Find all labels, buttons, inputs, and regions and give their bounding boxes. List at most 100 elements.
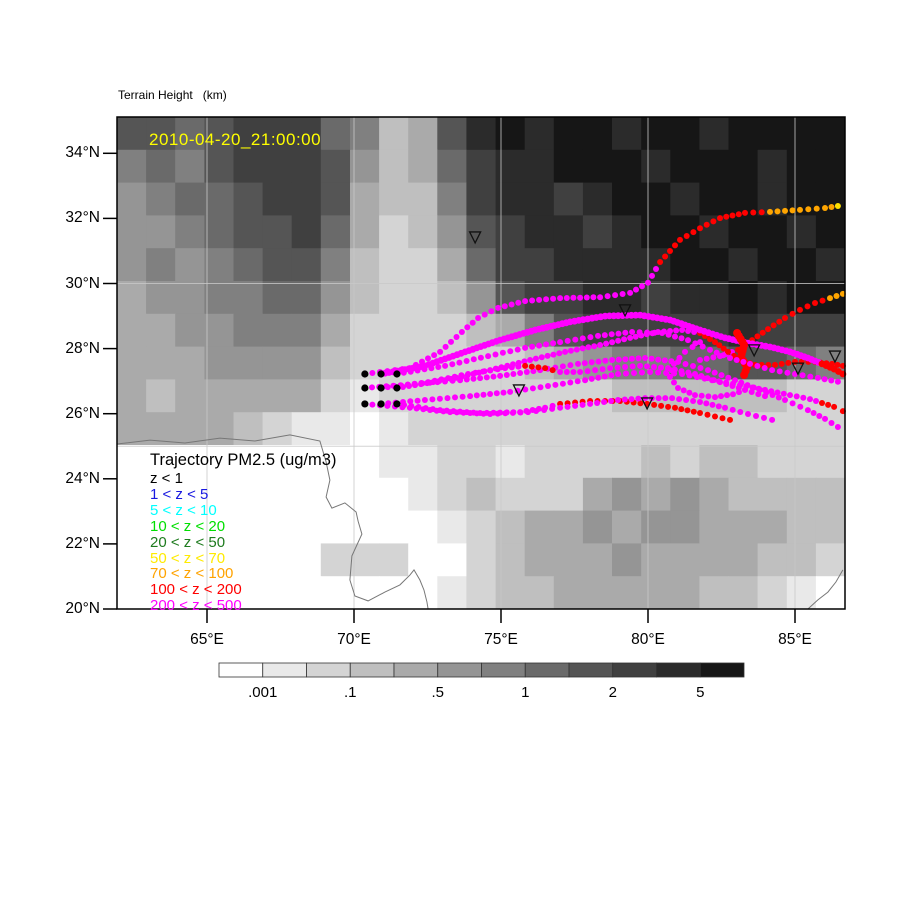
terrain-cell [379,313,409,348]
trajectory-dot [521,358,528,365]
terrain-cell [408,215,438,249]
trajectory-dot [793,393,800,400]
trajectory-dot [608,372,615,379]
trajectory-dot [822,205,828,211]
trajectory-dot [456,359,463,366]
trajectory-dot [583,294,590,301]
trajectory-dot [828,204,835,210]
trajectory-dot [686,389,693,396]
trajectory-dot [574,378,581,385]
colorbar-tick-label: .5 [431,684,444,701]
trajectory-dot [750,209,757,216]
terrain-cell [553,215,584,249]
terrain-cell [233,281,264,315]
trajectory-dot [427,407,433,413]
trajectory-dot [442,343,449,350]
trajectory-dot [615,356,622,363]
terrain-cell [291,281,322,315]
terrain-cell [320,248,351,282]
terrain-cell [728,543,759,577]
trajectory-dot [421,397,428,403]
trajectory-dot [473,410,480,417]
trajectory-dot [834,424,841,430]
trajectory-dot [444,395,451,402]
terrain-cell [670,543,700,577]
trajectory-dot [690,229,697,236]
trajectory-dot [603,340,610,347]
trajectory-dot [479,368,486,375]
terrain-cell [612,412,642,446]
trajectory-dot [502,410,509,417]
trajectory-dot [789,310,796,317]
trajectory-dot [692,392,698,399]
terrain-cell [495,149,526,184]
terrain-cell [320,379,351,413]
colorbar-cell [656,662,701,678]
terrain-cell [320,543,351,577]
terrain-cell [641,445,671,479]
trajectory-dot [428,365,435,372]
terrain-cell [175,412,205,446]
trajectory-dot [595,332,601,339]
terrain-cell [670,477,700,512]
trajectory-dot [628,355,635,362]
terrain-cell [233,346,264,380]
trajectory-dot [804,407,811,414]
colorbar-cell [306,662,351,678]
terrain-cell [466,576,496,610]
trajectory-dot [591,343,598,350]
trajectory-dot [735,385,742,391]
terrain-cell [437,117,467,151]
terrain-cell [466,248,496,282]
terrain-cell [815,149,846,184]
terrain-cell [524,248,555,282]
terrain-cell [146,379,176,413]
trajectory-dot [834,378,841,385]
trajectory-dot [470,356,477,363]
terrain-cell [146,346,176,380]
trajectory-dot [797,206,803,213]
terrain-cell [582,117,613,151]
trajectory-dot [488,308,495,315]
trajectory-dot [784,369,791,376]
terrain-cell [757,445,788,479]
terrain-cell [728,576,759,610]
trajectory-dot [710,354,717,361]
trajectory-dot [719,415,726,422]
terrain-cell [582,576,613,610]
trajectory-dot [399,404,406,411]
terrain-cell [437,412,467,446]
terrain-cell [495,117,526,151]
trajectory-dot [712,413,718,420]
terrain-cell [262,117,293,151]
terrain-cell [175,543,205,577]
trajectory-dot [458,329,465,335]
terrain-cell [175,576,205,610]
terrain-cell [146,215,176,249]
terrain-cell [204,117,234,151]
terrain-cell [408,149,438,184]
lat-tick-label: 32°N [65,209,100,227]
trajectory-dot [647,369,654,375]
terrain-cell [233,543,264,577]
trajectory-dot [609,357,616,363]
terrain-cell [524,117,555,151]
trajectory-dot [748,389,755,395]
plot-title: Terrain Height (km) [118,88,227,102]
terrain-cell [262,445,293,479]
coastline [807,569,844,610]
trajectory-dot [725,348,731,355]
terrain-cell [641,477,671,512]
terrain-cell [437,215,467,249]
trajectory-dot [827,295,833,302]
colorbar-cell [524,662,570,678]
terrain-cell [146,510,176,544]
trajectory-dot [579,401,586,408]
lat-tick-label: 34°N [65,144,100,162]
terrain-cell [437,576,467,610]
terrain-cell [379,215,409,249]
trajectory-dot [420,406,427,413]
colorbar-tick-label: 1 [521,684,530,701]
trajectory-dot [742,209,748,216]
